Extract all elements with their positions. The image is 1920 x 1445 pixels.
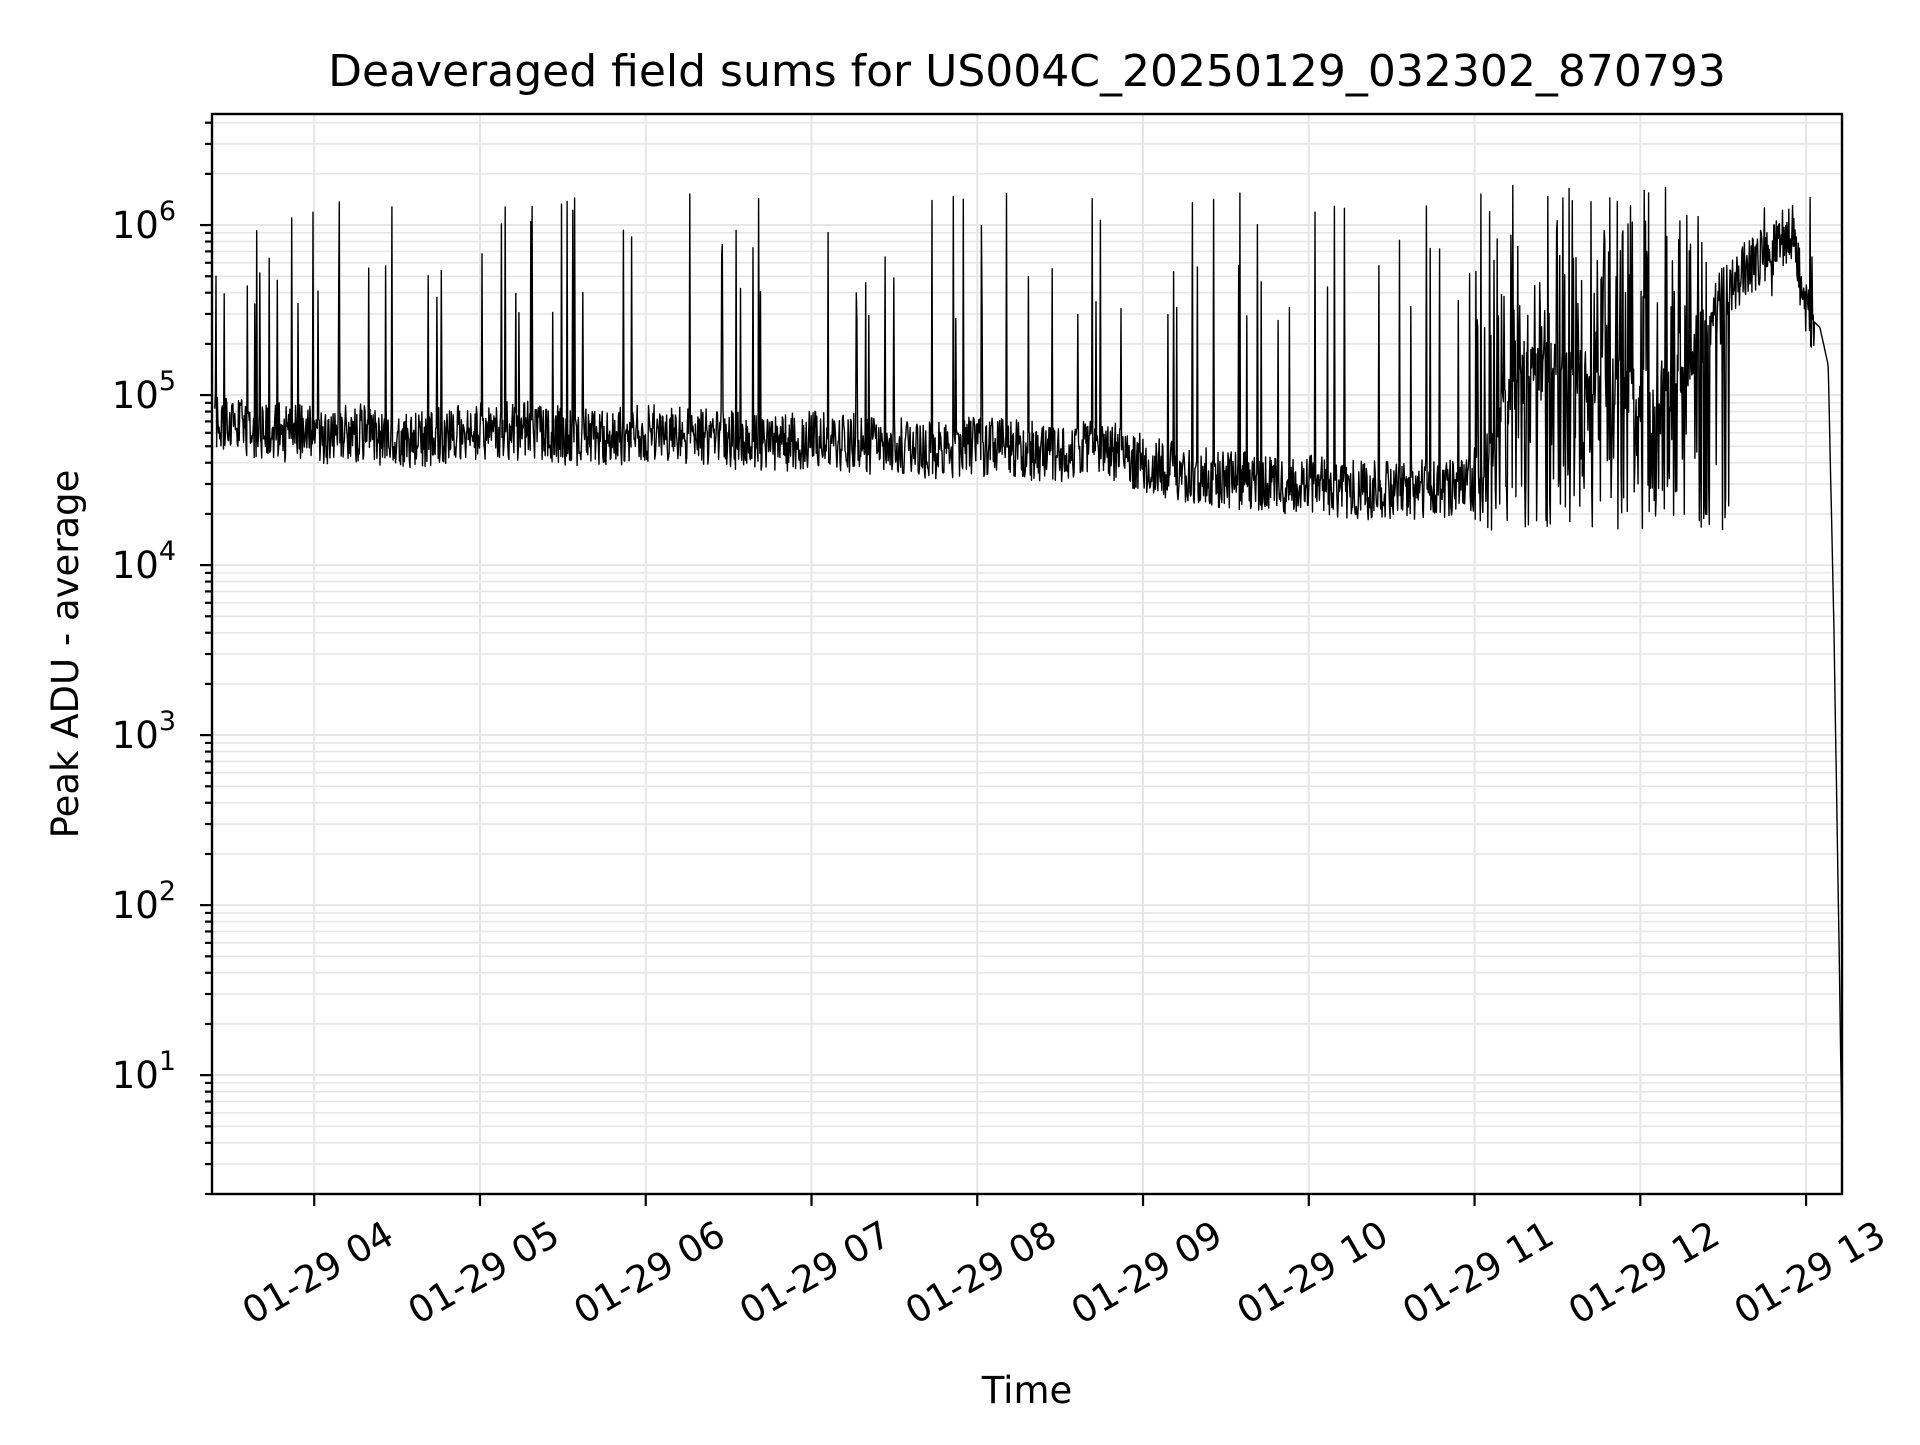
- y-tick-label-base: 10: [112, 714, 159, 757]
- y-tick-label-base: 10: [112, 204, 159, 247]
- y-tick-label-exponent: 3: [159, 706, 176, 737]
- y-tick-label: 101: [112, 1046, 176, 1097]
- x-tick-label: 01-29 11: [1395, 1213, 1561, 1333]
- y-tick-label-exponent: 2: [159, 876, 176, 907]
- y-tick-label: 103: [112, 706, 176, 757]
- y-tick-label: 102: [112, 876, 176, 927]
- y-tick-label-base: 10: [112, 884, 159, 927]
- y-tick-label-base: 10: [112, 544, 159, 587]
- y-tick-label-base: 10: [112, 374, 159, 417]
- series-line: [214, 184, 1843, 1143]
- x-tick-label: 01-29 04: [235, 1213, 401, 1333]
- y-tick-label: 104: [112, 536, 176, 587]
- x-axis-label: Time: [981, 1369, 1073, 1412]
- y-axis-label: Peak ADU - average: [44, 470, 87, 839]
- x-tick-label: 01-29 13: [1727, 1213, 1893, 1333]
- x-tick-label: 01-29 05: [401, 1213, 567, 1333]
- x-tick-label: 01-29 10: [1230, 1213, 1396, 1333]
- y-tick-label-exponent: 6: [159, 196, 176, 227]
- x-tick-label: 01-29 06: [567, 1213, 733, 1333]
- y-tick-label: 105: [112, 366, 176, 417]
- x-tick-label: 01-29 08: [898, 1213, 1064, 1333]
- y-tick-label-exponent: 4: [159, 536, 176, 567]
- y-tick-label-base: 10: [112, 1054, 159, 1097]
- x-tick-label: 01-29 07: [732, 1213, 898, 1333]
- y-tick-label: 106: [112, 196, 176, 247]
- y-tick-label-exponent: 1: [159, 1046, 176, 1077]
- series-layer: [214, 184, 1843, 1143]
- x-tick-label: 01-29 12: [1561, 1213, 1727, 1333]
- chart-title: Deaveraged field sums for US004C_2025012…: [328, 46, 1726, 97]
- y-tick-label-exponent: 5: [159, 366, 176, 397]
- x-tick-label: 01-29 09: [1064, 1213, 1230, 1333]
